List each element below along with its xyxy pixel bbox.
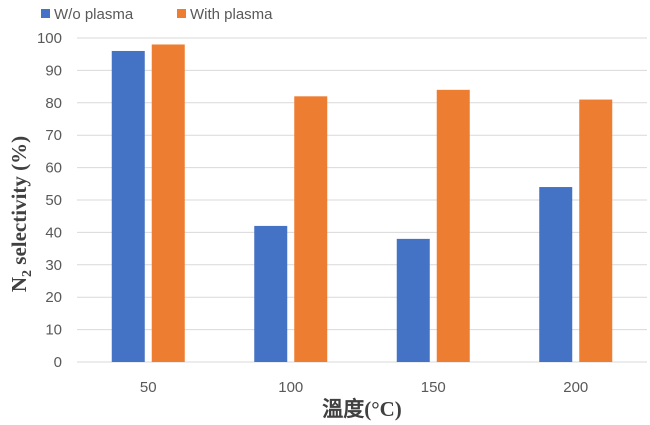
bars: [111, 44, 613, 363]
legend-swatch: [41, 9, 50, 18]
legend-swatch: [177, 9, 186, 18]
y-tick-label: 30: [45, 257, 62, 274]
y-tick-label: 90: [45, 62, 62, 79]
legend-label: W/o plasma: [54, 6, 134, 23]
y-tick-label: 50: [45, 192, 62, 209]
y-tick-label: 10: [45, 322, 62, 339]
bar-w-o-plasma-200: [539, 187, 573, 362]
x-tick-label: 200: [563, 379, 588, 396]
y-tick-label: 70: [45, 127, 62, 144]
bar-with-plasma-150: [436, 89, 470, 362]
y-tick-label: 0: [54, 354, 62, 371]
x-tick-label: 50: [140, 379, 157, 396]
legend-label: With plasma: [190, 6, 273, 23]
y-axis-ticks: 0 10 20 30 40 50 60 70 80 90 100: [37, 30, 62, 371]
y-tick-label: 20: [45, 289, 62, 306]
bar-w-o-plasma-150: [396, 238, 430, 362]
bar-w-o-plasma-50: [111, 50, 145, 363]
x-tick-label: 100: [278, 379, 303, 396]
x-tick-label: 150: [421, 379, 446, 396]
y-tick-label: 100: [37, 30, 62, 47]
y-axis-title: N2 selectivity (%): [7, 136, 35, 292]
bar-with-plasma-100: [294, 96, 328, 362]
bar-with-plasma-50: [151, 44, 185, 362]
legend: W/o plasma With plasma: [41, 6, 273, 23]
x-axis-title: 溫度(°C): [322, 397, 402, 421]
x-axis-ticks: 50 100 150 200: [140, 379, 588, 396]
bar-w-o-plasma-100: [254, 225, 288, 362]
bar-with-plasma-200: [579, 99, 613, 362]
y-tick-label: 80: [45, 95, 62, 112]
y-tick-label: 40: [45, 224, 62, 241]
y-tick-label: 60: [45, 160, 62, 177]
